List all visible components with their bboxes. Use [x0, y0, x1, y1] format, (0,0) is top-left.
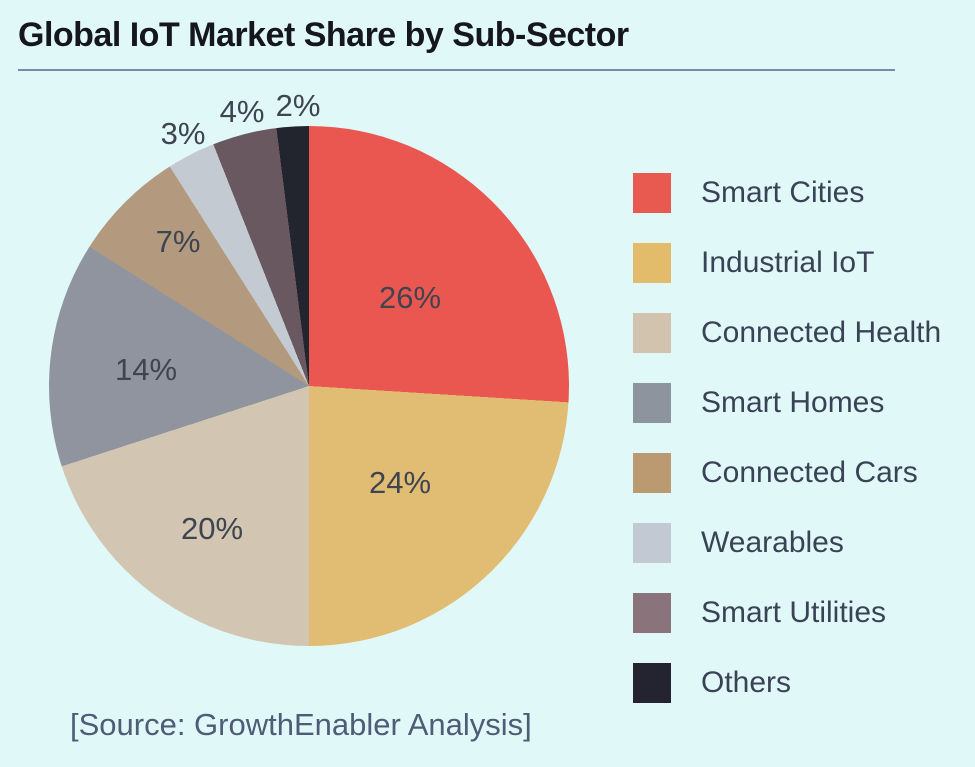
legend-item-smart-utilities: Smart Utilities	[633, 593, 941, 633]
slice-label-smart-cities: 26%	[378, 280, 442, 315]
legend-item-others: Others	[633, 663, 941, 703]
slice-label-wearables: 3%	[160, 116, 206, 151]
legend-label: Connected Cars	[701, 456, 918, 489]
legend-label: Connected Health	[701, 316, 942, 349]
legend-item-industrial-iot: Industrial IoT	[633, 243, 941, 283]
legend-item-smart-cities: Smart Cities	[633, 173, 941, 213]
slice-label-connected-cars: 7%	[155, 224, 201, 259]
legend-item-connected-health: Connected Health	[633, 313, 941, 353]
title-underline	[18, 69, 895, 71]
legend-label: Wearables	[701, 526, 844, 559]
slice-label-others: 2%	[275, 88, 321, 123]
pie-chart	[49, 126, 569, 646]
legend-item-connected-cars: Connected Cars	[633, 453, 941, 493]
chart-title: Global IoT Market Share by Sub-Sector	[18, 16, 629, 54]
legend-swatch-icon	[633, 173, 671, 213]
slice-label-connected-health: 20%	[180, 511, 244, 546]
legend-label: Smart Utilities	[701, 596, 887, 629]
legend: Smart Cities Industrial IoT Connected Heal…	[633, 173, 941, 733]
legend-label: Others	[701, 666, 792, 699]
legend-swatch-icon	[633, 383, 671, 423]
legend-swatch-icon	[633, 313, 671, 353]
legend-label: Smart Homes	[701, 386, 885, 419]
source-caption: [Source: GrowthEnabler Analysis]	[70, 707, 532, 742]
legend-swatch-icon	[633, 243, 671, 283]
legend-swatch-icon	[633, 663, 671, 703]
legend-label: Industrial IoT	[701, 246, 875, 279]
slice-label-industrial-iot: 24%	[368, 465, 432, 500]
legend-swatch-icon	[633, 523, 671, 563]
legend-swatch-icon	[633, 593, 671, 633]
slice-label-smart-utilities: 4%	[219, 94, 265, 129]
legend-swatch-icon	[633, 453, 671, 493]
legend-label: Smart Cities	[701, 176, 865, 209]
legend-item-smart-homes: Smart Homes	[633, 383, 941, 423]
slice-label-smart-homes: 14%	[114, 352, 178, 387]
legend-item-wearables: Wearables	[633, 523, 941, 563]
